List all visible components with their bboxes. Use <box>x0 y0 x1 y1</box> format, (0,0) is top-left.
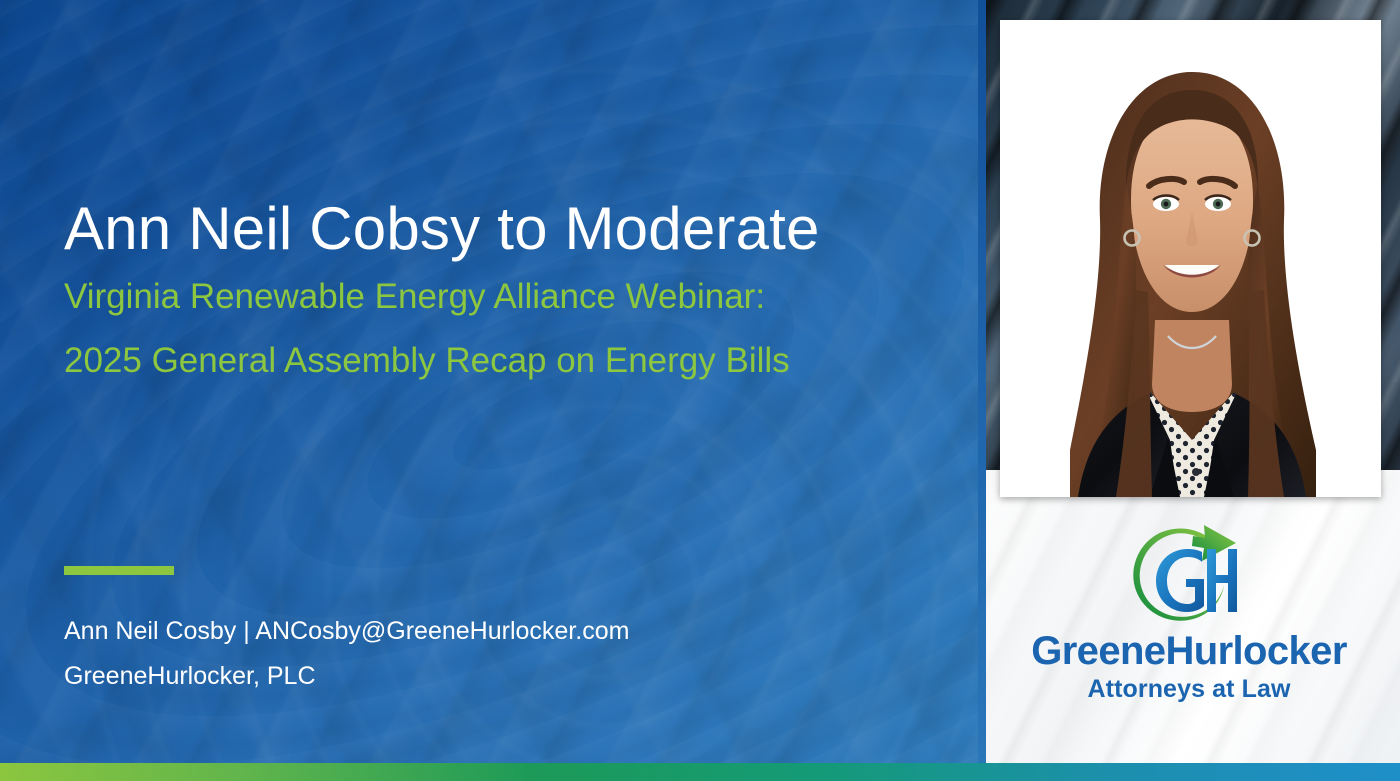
headshot-card <box>1000 20 1381 497</box>
logo-tagline: Attorneys at Law <box>1087 675 1291 703</box>
slide-content: Ann Neil Cobsy to Moderate Virginia Rene… <box>64 0 914 763</box>
left-blue-panel: Ann Neil Cobsy to Moderate Virginia Rene… <box>0 0 978 763</box>
page-title: Ann Neil Cobsy to Moderate <box>64 195 820 262</box>
firm-name-line: GreeneHurlocker, PLC <box>64 662 316 690</box>
subtitle-line-2: 2025 General Assembly Recap on Energy Bi… <box>64 341 790 380</box>
contact-line: Ann Neil Cosby | ANCosby@GreeneHurlocker… <box>64 617 630 645</box>
headshot-ann-neil-cosby <box>1000 20 1381 497</box>
gh-monogram-arrow-icon <box>1133 525 1237 621</box>
logo-wordmark: GreeneHurlocker <box>1031 629 1347 673</box>
right-panel: GreeneHurlocker Attorneys at Law <box>978 0 1400 763</box>
logo-block: GreeneHurlocker Attorneys at Law <box>978 523 1400 702</box>
bottom-gradient-bar <box>0 763 1400 781</box>
blue-edge-sliver <box>978 0 986 763</box>
subtitle-line-1: Virginia Renewable Energy Alliance Webin… <box>64 277 766 316</box>
green-accent-rule <box>64 566 174 575</box>
